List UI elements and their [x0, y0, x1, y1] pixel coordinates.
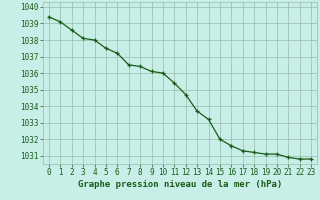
- X-axis label: Graphe pression niveau de la mer (hPa): Graphe pression niveau de la mer (hPa): [78, 180, 282, 189]
